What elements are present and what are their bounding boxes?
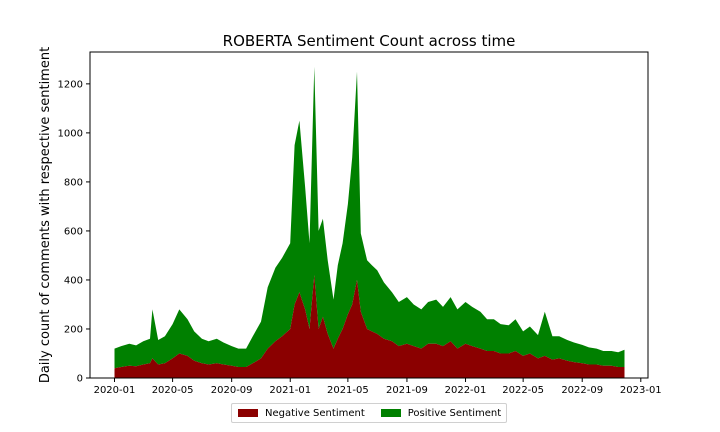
y-tick-label: 400	[64, 275, 83, 286]
x-tick-label: 2020-09	[211, 385, 253, 396]
legend-label-positive: Positive Sentiment	[407, 407, 502, 419]
y-axis: 0 200 400 600 800 1000 1200	[58, 79, 90, 385]
area-positive-sentiment	[114, 66, 625, 369]
x-tick-label: 2022-09	[561, 385, 603, 396]
x-tick-label: 2021-05	[327, 385, 369, 396]
y-tick-label: 1000	[58, 128, 83, 139]
x-tick-label: 2021-01	[269, 385, 311, 396]
area-negative-sentiment	[114, 275, 625, 378]
y-axis-label: Daily count of comments with respective …	[38, 47, 53, 383]
y-tick-label: 600	[64, 226, 83, 237]
area-layer	[114, 66, 625, 378]
legend-swatch-positive	[380, 409, 401, 417]
y-tick-label: 0	[77, 374, 83, 385]
legend-swatch-negative	[238, 409, 258, 417]
x-tick-label: 2023-01	[620, 385, 662, 396]
y-tick-label: 200	[64, 324, 83, 335]
legend-item-positive: Positive Sentiment	[380, 407, 502, 419]
x-tick-label: 2021-09	[386, 385, 428, 396]
legend-item-negative: Negative Sentiment	[238, 408, 365, 419]
x-axis: 2020-01 2020-05 2020-09 2021-01 2021-05 2021-…	[94, 378, 662, 396]
x-tick-label: 2022-01	[445, 385, 487, 396]
chart-title: ROBERTA Sentiment Count across time	[223, 32, 516, 50]
y-tick-label: 1200	[58, 79, 83, 90]
plot-frame	[89, 51, 649, 379]
x-tick-label: 2020-01	[94, 385, 136, 396]
y-tick-label: 800	[64, 177, 83, 188]
x-tick-label: 2020-05	[152, 385, 194, 396]
x-tick-label: 2022-05	[502, 385, 544, 396]
legend: Negative Sentiment Positive Sentiment	[231, 403, 507, 423]
legend-label-negative: Negative Sentiment	[265, 407, 365, 419]
